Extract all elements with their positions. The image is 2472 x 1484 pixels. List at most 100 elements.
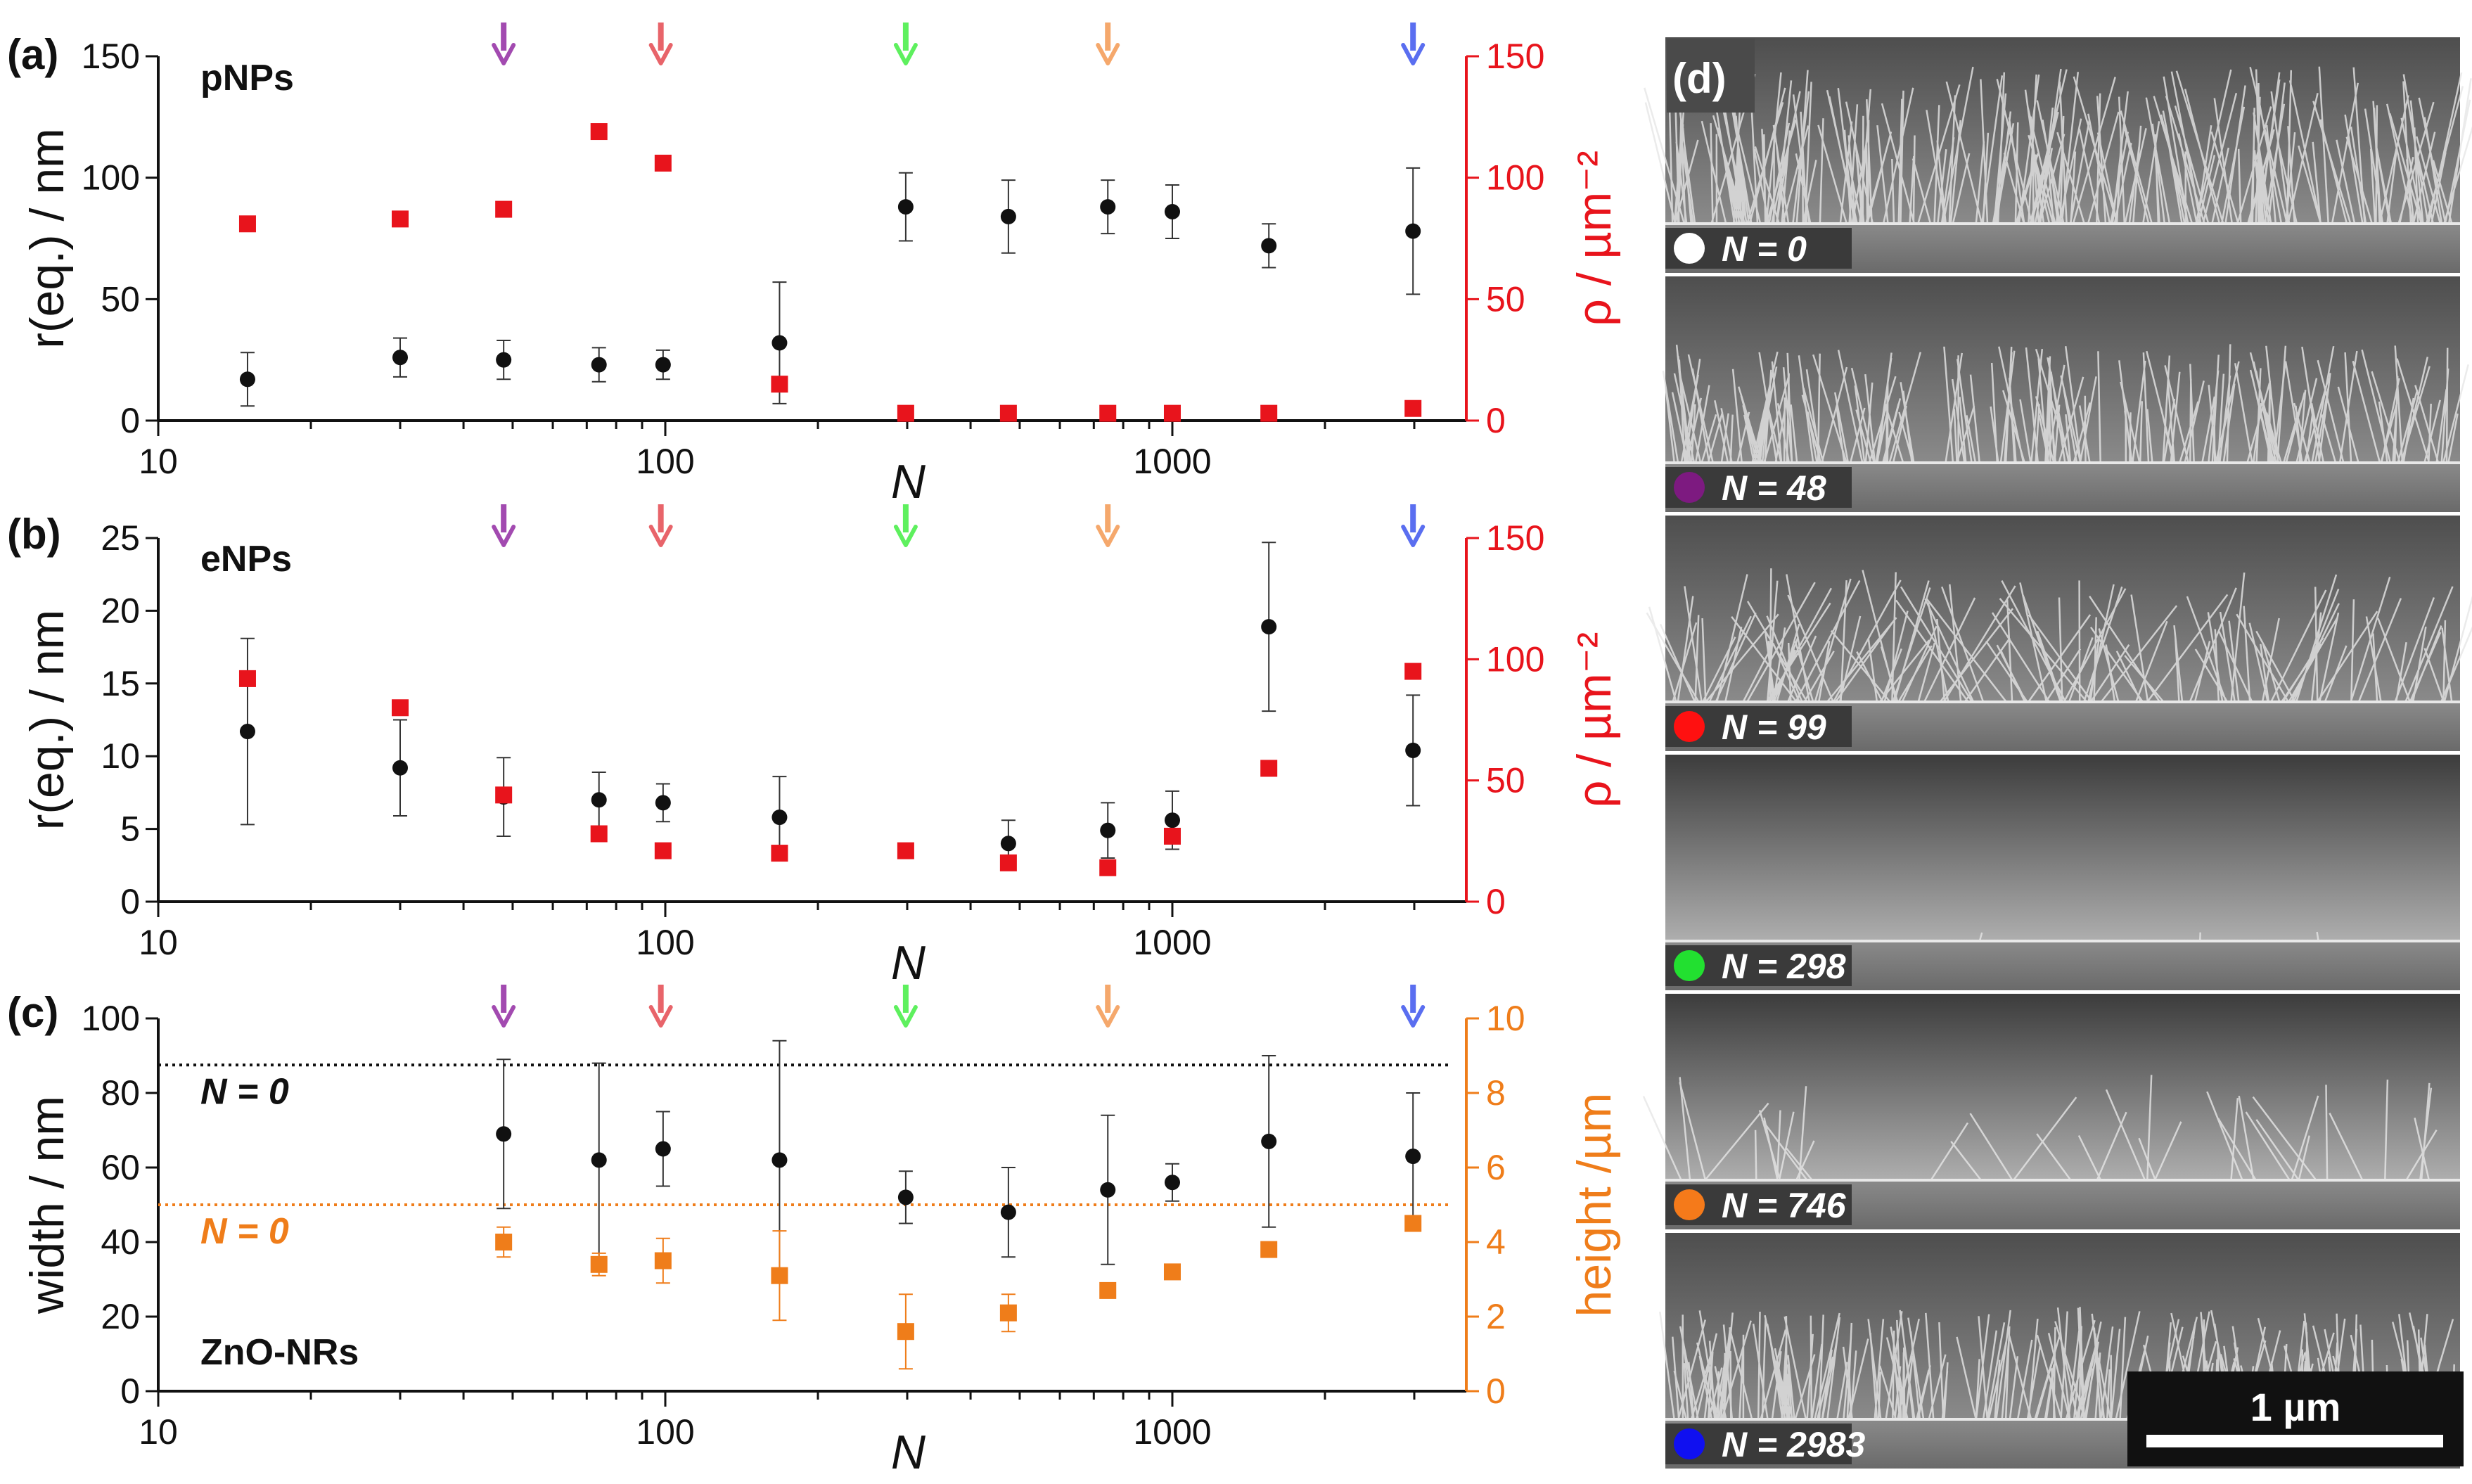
y-left-tick-label: 100 xyxy=(82,158,140,198)
data-point-circle xyxy=(591,792,607,808)
data-point-circle xyxy=(496,352,512,368)
data-point-square xyxy=(1099,859,1117,876)
data-point-circle xyxy=(655,795,671,811)
x-tick-label: 1000 xyxy=(1133,442,1211,481)
y-left-tick-label: 10 xyxy=(101,736,140,776)
scale-bar xyxy=(2146,1435,2443,1447)
sample-arrow-head xyxy=(893,43,918,65)
y-left-tick-label: 60 xyxy=(101,1148,140,1187)
panel-c-label: (c) xyxy=(7,989,58,1036)
data-point-square xyxy=(654,154,672,172)
y-left-tick-label: 20 xyxy=(101,1297,140,1336)
data-point-square xyxy=(771,845,788,862)
y-left-tick-label: 80 xyxy=(101,1073,140,1113)
sample-arrow-head xyxy=(648,525,673,547)
data-point-square xyxy=(1163,404,1181,422)
panel-d-label: (d) xyxy=(1672,55,1727,102)
scale-bar-label: 1 µm xyxy=(2250,1385,2341,1429)
sample-arrow-head xyxy=(1401,43,1426,65)
data-point-circle xyxy=(655,357,671,373)
sample-arrow-head xyxy=(648,1005,673,1028)
x-tick-label: 10 xyxy=(139,442,178,481)
x-tick-label: 1000 xyxy=(1133,923,1211,962)
sem-panel-border xyxy=(1662,35,2464,1470)
y-left-axis-label: r(eq.) / nm xyxy=(20,128,74,349)
y-left-tick-label: 100 xyxy=(82,999,140,1038)
data-point-square xyxy=(771,376,788,393)
data-point-square xyxy=(1260,404,1278,422)
data-point-circle xyxy=(1405,1149,1421,1165)
data-point-circle xyxy=(1100,822,1116,838)
x-axis-label: N xyxy=(891,936,926,990)
sem-sample-dot xyxy=(1674,233,1705,264)
y-right-axis-label: ρ / µm⁻² xyxy=(1568,151,1621,326)
y-right-tick-label: 100 xyxy=(1486,639,1544,679)
data-point-circle xyxy=(1000,1204,1016,1220)
data-point-circle xyxy=(1164,812,1180,829)
data-point-circle xyxy=(1405,223,1421,239)
data-point-square xyxy=(590,123,608,141)
x-tick-label: 1000 xyxy=(1133,1412,1211,1452)
data-point-square xyxy=(1404,1215,1422,1232)
data-point-circle xyxy=(771,1152,788,1168)
y-left-tick-label: 15 xyxy=(101,664,140,703)
data-point-square xyxy=(1404,399,1422,417)
y-left-tick-label: 0 xyxy=(120,882,140,921)
data-point-square xyxy=(590,825,608,843)
data-point-square xyxy=(1099,1281,1117,1299)
y-left-tick-label: 5 xyxy=(120,810,140,849)
data-point-square xyxy=(1260,1241,1278,1258)
reference-line-label: N = 0 xyxy=(200,1211,289,1252)
data-point-square xyxy=(654,1252,672,1269)
data-point-circle xyxy=(655,1141,671,1157)
sample-arrow-head xyxy=(492,1005,516,1028)
x-tick-label: 100 xyxy=(636,1412,694,1452)
data-point-square xyxy=(238,670,256,687)
data-point-square xyxy=(999,1304,1017,1322)
data-point-circle xyxy=(1100,199,1116,215)
data-point-square xyxy=(495,786,513,804)
sem-nanorods xyxy=(1662,344,2469,463)
reference-line-label: N = 0 xyxy=(200,1071,289,1112)
data-point-circle xyxy=(591,1152,607,1168)
data-point-circle xyxy=(1164,1175,1180,1191)
y-left-axis-label: r(eq.) / nm xyxy=(20,610,74,831)
y-right-tick-label: 0 xyxy=(1486,1371,1506,1411)
sem-sample-label: N = 48 xyxy=(1722,468,1826,508)
data-point-circle xyxy=(1164,204,1180,220)
data-point-circle xyxy=(1000,836,1016,852)
data-point-circle xyxy=(1100,1182,1116,1198)
data-point-square xyxy=(654,842,672,859)
y-right-tick-label: 150 xyxy=(1486,518,1544,558)
y-right-axis-label: height /µm xyxy=(1568,1093,1621,1317)
data-point-square xyxy=(590,1255,608,1273)
data-point-square xyxy=(771,1267,788,1284)
data-point-square xyxy=(1099,404,1117,422)
data-point-circle xyxy=(239,724,255,740)
sample-arrow-head xyxy=(1096,1005,1120,1028)
x-tick-label: 100 xyxy=(636,923,694,962)
data-point-square xyxy=(897,1323,914,1341)
x-axis-label: N xyxy=(891,455,926,508)
data-point-square xyxy=(999,854,1017,871)
data-point-square xyxy=(1163,827,1181,845)
sem-sample-dot xyxy=(1674,950,1705,981)
y-right-tick-label: 2 xyxy=(1486,1297,1506,1336)
y-left-axis-label: width / nm xyxy=(20,1096,74,1315)
data-point-circle xyxy=(496,1126,512,1142)
y-left-tick-label: 20 xyxy=(101,591,140,630)
data-point-circle xyxy=(392,350,408,366)
scale-bar-background xyxy=(2127,1371,2464,1466)
data-point-square xyxy=(1260,760,1278,777)
panel-b-label: (b) xyxy=(7,511,61,558)
y-right-tick-label: 10 xyxy=(1486,999,1525,1038)
y-left-tick-label: 50 xyxy=(101,279,140,319)
data-point-square xyxy=(1404,663,1422,680)
data-point-square xyxy=(897,404,914,422)
sem-nanorods xyxy=(1646,568,2472,703)
data-point-square xyxy=(392,699,409,717)
y-left-tick-label: 0 xyxy=(120,401,140,440)
sem-sample-label: N = 2983 xyxy=(1722,1425,1866,1464)
y-left-tick-label: 40 xyxy=(101,1222,140,1262)
